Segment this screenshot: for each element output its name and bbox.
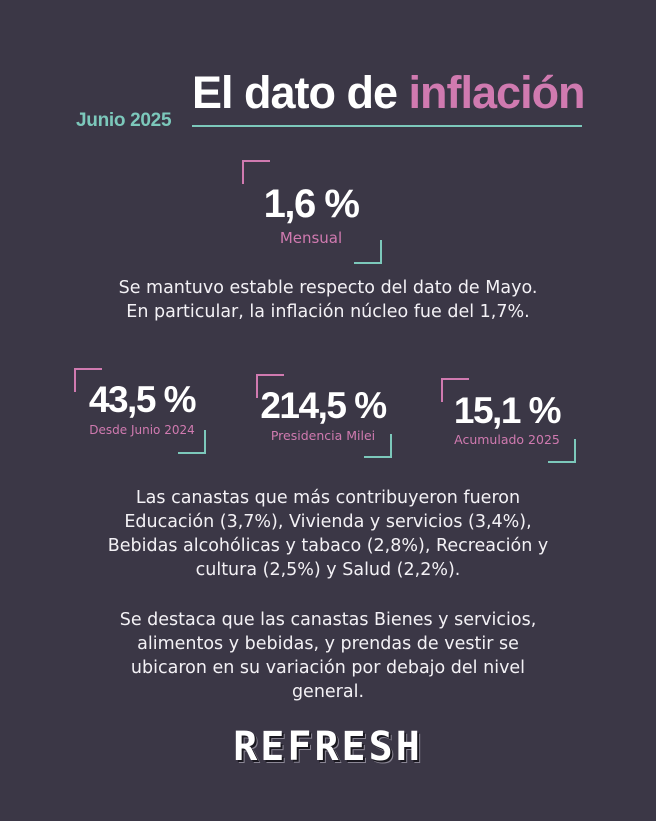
paragraph-line: ubicaron en su variación por debajo del … [130,658,526,678]
paragraph-line: Se destaca que las canastas Bienes y ser… [119,610,537,630]
bracket-bottom-right [354,240,382,264]
paragraph-line: Educación (3,7%), Vivienda y servicios (… [124,512,532,532]
paragraph-line: Bebidas alcohólicas y tabaco (2,8%), Rec… [107,536,549,556]
paragraph-line: general. [291,682,365,702]
paragraph-line: Las canastas que más contribuyeron fuero… [135,488,521,508]
paragraph-below-level: Se destaca que las canastas Bienes y ser… [40,608,616,704]
paragraph-line: alimentos y bebidas, y prendas de vestir… [137,634,519,654]
stat-value-milei: 214,5 % [260,385,387,426]
paragraph-line: Se mantuvo estable respecto del dato de … [118,278,538,298]
bracket-bottom-right [548,439,576,463]
paragraph-stable: Se mantuvo estable respecto del dato de … [40,276,616,324]
bracket-top-left [74,368,102,392]
stat-value-yearly: 43,5 % [88,379,197,420]
title-underline [192,125,582,127]
stat-label-accumulated: Acumulado 2025 [454,432,560,447]
stat-value-accumulated: 15,1 % [453,390,562,431]
monthly-label: Mensual [279,229,343,247]
title-main: El dato de [192,67,409,118]
paragraph-line: En particular, la inflación núcleo fue d… [126,302,530,322]
title-accent: inflación [408,67,586,118]
bracket-top-left [441,378,469,402]
bracket-bottom-right [364,434,392,458]
subtitle-date: Junio 2025 [76,110,172,131]
refresh-logo: REFRESH [233,724,423,770]
bracket-bottom-right [178,430,206,454]
paragraph-contributors: Las canastas que más contribuyeron fuero… [40,486,616,582]
paragraph-line: cultura (2,5%) y Salud (2,2%). [195,560,461,580]
bracket-top-left [242,160,270,184]
bracket-top-left [256,374,284,398]
page-title: El dato de inflación [192,67,586,118]
stat-label-milei: Presidencia Milei [270,428,376,443]
stat-label-yearly: Desde Junio 2024 [89,423,195,437]
monthly-value: 1,6 % [263,182,360,226]
